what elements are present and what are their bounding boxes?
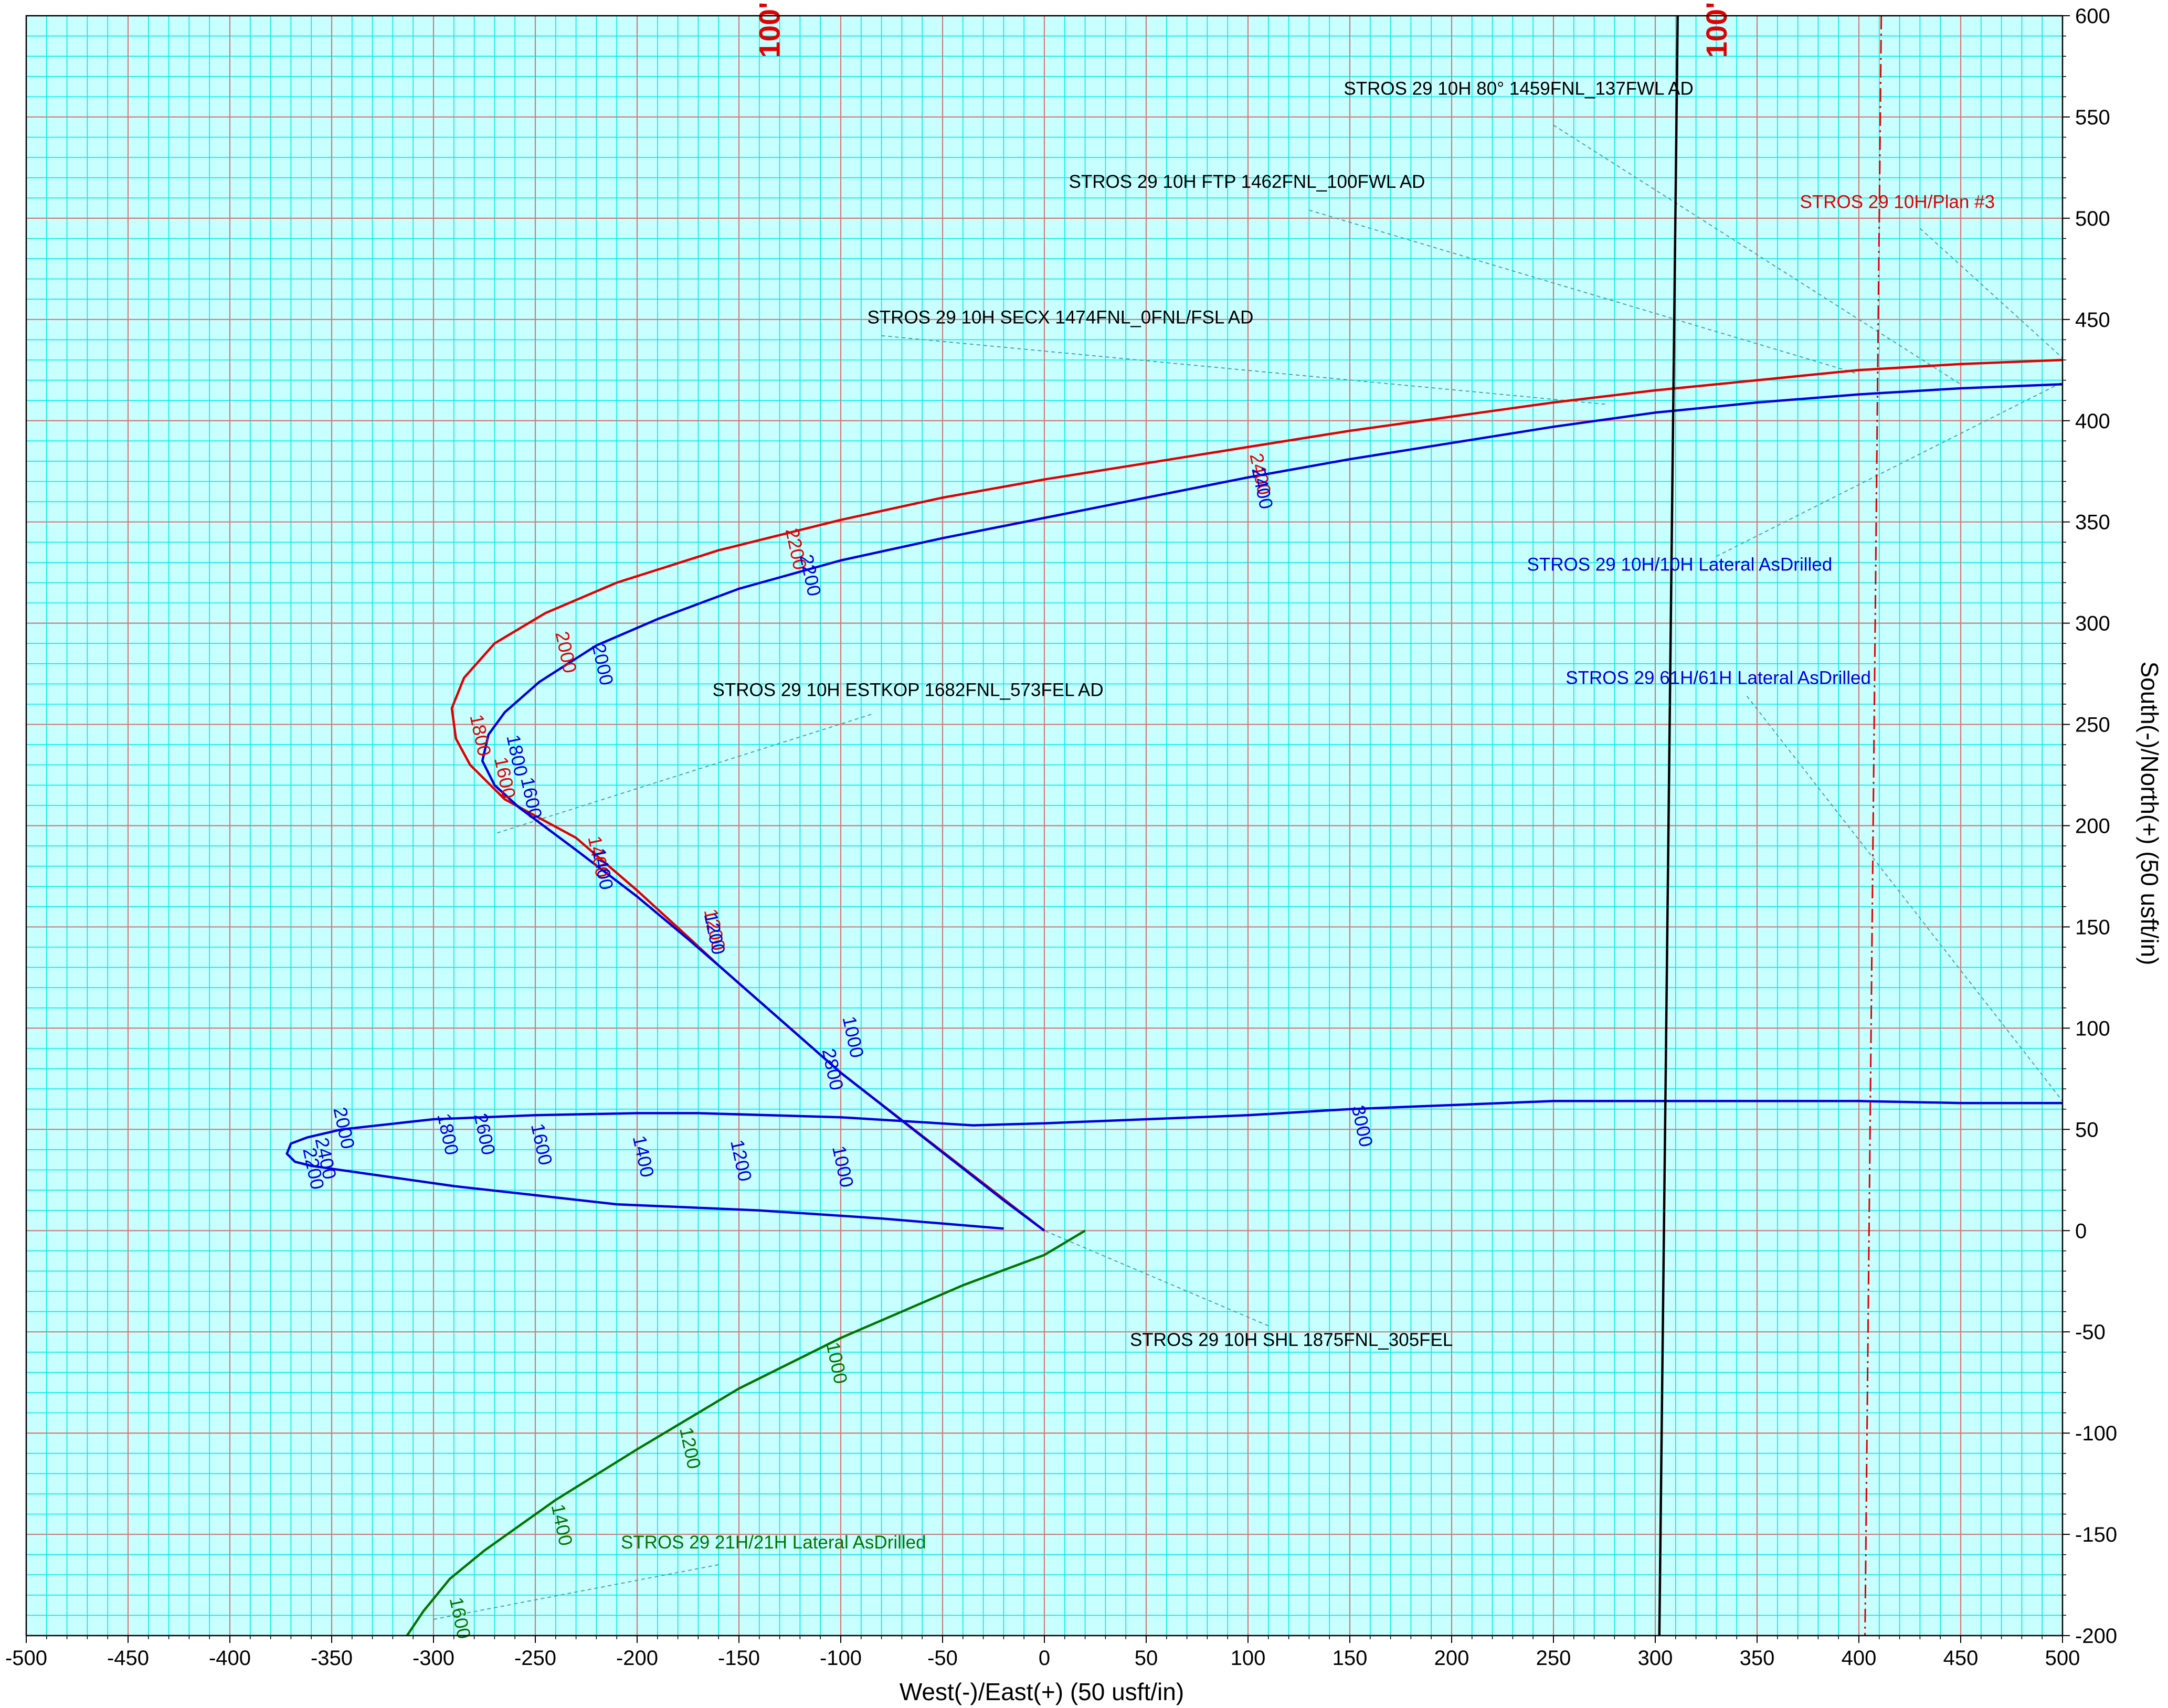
y-tick-label: 550	[2075, 106, 2110, 129]
x-axis-label: West(-)/East(+) (50 usft/in)	[900, 1678, 1184, 1705]
y-tick-label: 500	[2075, 207, 2110, 230]
y-tick-label: -100	[2075, 1422, 2117, 1445]
x-tick-label: 250	[1536, 1647, 1571, 1670]
y-tick-label: 250	[2075, 714, 2110, 737]
annotation-leader	[433, 1564, 719, 1620]
x-tick-label: -350	[311, 1647, 353, 1670]
series-stros-29-10h-10h-lateral-asdrilled	[481, 383, 2063, 1232]
y-tick-label: 150	[2075, 916, 2110, 939]
hundred-foot-marker: 100'	[1700, 2, 1733, 58]
x-tick-label: -500	[5, 1647, 47, 1670]
y-tick-label: 50	[2075, 1118, 2099, 1141]
annotation-leader	[1309, 209, 1859, 375]
minor-tick-marks	[26, 15, 2066, 1639]
x-tick-label: 350	[1740, 1647, 1775, 1670]
x-tick-label: -100	[820, 1647, 862, 1670]
plot-frame	[25, 15, 2064, 1637]
x-tick-label: 200	[1434, 1647, 1469, 1670]
x-tick-label: 100	[1231, 1647, 1266, 1670]
x-tick-label: 0	[1039, 1647, 1050, 1670]
x-tick-label: 300	[1638, 1647, 1673, 1670]
annotation-label: STROS 29 10H SECX 1474FNL_0FNL/FSL AD	[867, 307, 1253, 328]
hundred-foot-marker: 100'	[753, 2, 786, 58]
reference-line-4	[1658, 15, 1679, 1636]
y-tick-label: 200	[2075, 815, 2110, 838]
x-tick-label: -300	[413, 1647, 454, 1670]
annotation-label: STROS 29 10H/Plan #3	[1800, 192, 1995, 213]
annotation-label: STROS 29 10H 80° 1459FNL_137FWL AD	[1344, 78, 1693, 99]
y-tick-label: 300	[2075, 612, 2110, 635]
y-tick-label: 350	[2075, 511, 2110, 534]
x-tick-label: 500	[2045, 1647, 2080, 1670]
y-tick-label: -50	[2075, 1321, 2106, 1344]
x-tick-label: -50	[927, 1647, 958, 1670]
series-stros-29-61h-61h-lateral-asdrilled	[285, 1100, 2063, 1230]
y-tick-label: -200	[2075, 1625, 2117, 1648]
y-tick-label: 450	[2075, 309, 2110, 332]
annotation-leader	[1553, 124, 1961, 385]
x-tick-label: -400	[209, 1647, 251, 1670]
series-stros-29-21h-21h-lateral-asdrilled	[406, 1229, 1086, 1637]
x-tick-label: 150	[1332, 1647, 1368, 1670]
series-stros-29-10h-plan-3	[450, 358, 2063, 1232]
x-tick-label: -150	[718, 1647, 760, 1670]
annotation-label: STROS 29 10H SHL 1875FNL_305FEL	[1130, 1330, 1453, 1350]
x-tick-label: -200	[616, 1647, 658, 1670]
annotation-leader	[494, 714, 872, 834]
annotation-label: STROS 29 61H/61H Lateral AsDrilled	[1566, 667, 1871, 688]
x-tick-label: -250	[514, 1647, 556, 1670]
x-tick-label: 50	[1135, 1647, 1158, 1670]
x-tick-label: 400	[1842, 1647, 1877, 1670]
y-axis-label: South(-)/North(+) (50 usft/in)	[2136, 661, 2163, 965]
y-tick-label: 100	[2075, 1017, 2110, 1040]
annotation-label: STROS 29 10H/10H Lateral AsDrilled	[1527, 554, 1833, 575]
x-tick-label: 450	[1943, 1647, 1979, 1670]
annotation-leader	[1716, 381, 2063, 557]
x-tick-label: -450	[107, 1647, 149, 1670]
y-tick-label: 0	[2075, 1219, 2087, 1243]
annotation-label: STROS 29 10H FTP 1462FNL_100FWL AD	[1069, 172, 1425, 192]
y-tick-label: 600	[2075, 5, 2110, 28]
y-tick-label: 400	[2075, 410, 2110, 433]
annotation-leader	[881, 335, 1609, 405]
annotation-leader	[1919, 228, 2063, 358]
annotation-label: STROS 29 10H ESTKOP 1682FNL_573FEL AD	[713, 680, 1104, 701]
y-tick-label: -150	[2075, 1523, 2117, 1546]
reference-line-5	[1864, 15, 1883, 1636]
annotation-label: STROS 29 21H/21H Lateral AsDrilled	[621, 1532, 926, 1553]
